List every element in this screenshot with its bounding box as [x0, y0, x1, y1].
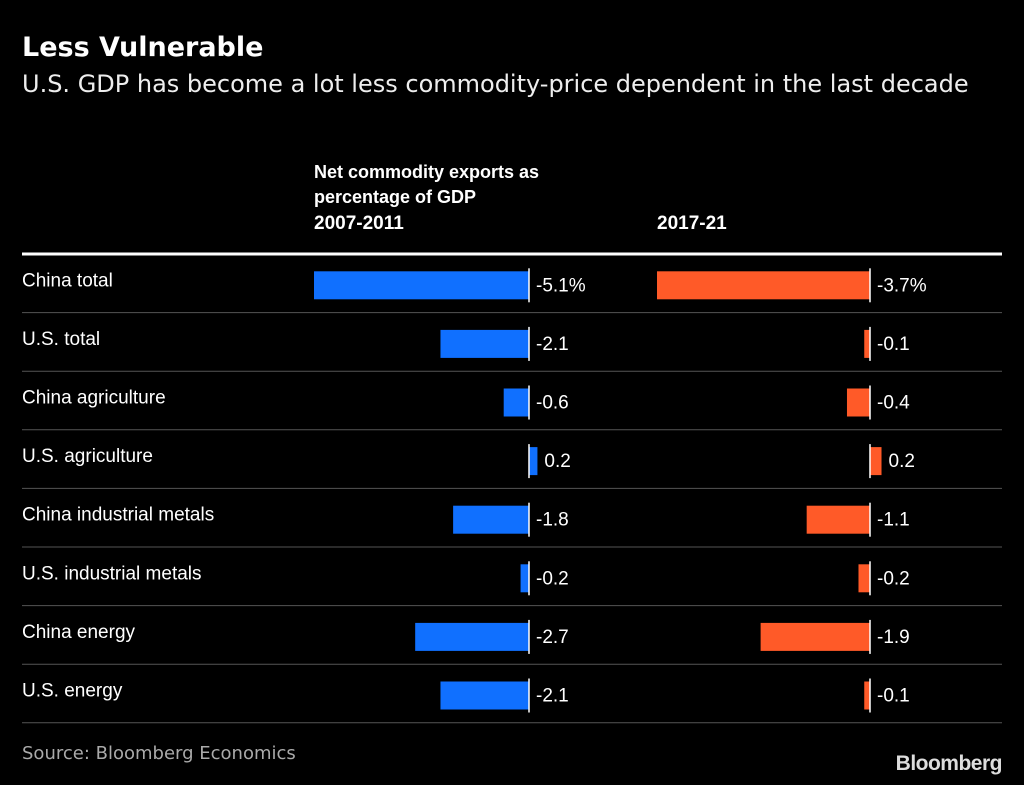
bar: [529, 447, 538, 476]
category-label: China total: [22, 270, 113, 291]
category-label: U.S. total: [22, 329, 100, 350]
bar: [657, 271, 870, 300]
bar: [520, 564, 529, 593]
value-label: -1.9: [877, 627, 910, 648]
bar: [864, 329, 870, 358]
bar: [440, 681, 529, 710]
value-label: -2.1: [536, 686, 569, 707]
value-label: 0.2: [544, 451, 570, 472]
value-label: -1.1: [877, 510, 910, 531]
bar: [846, 388, 870, 417]
value-label: -0.1: [877, 334, 910, 355]
category-label: China energy: [22, 622, 136, 643]
value-label: -0.2: [877, 568, 910, 589]
logo: Bloomberg: [895, 752, 1003, 775]
value-axis-label: Net commodity exports as percentage of G…: [314, 162, 540, 207]
bar: [760, 622, 870, 651]
category-label: U.S. agriculture: [22, 446, 153, 467]
value-label: -0.4: [877, 393, 910, 414]
bar: [858, 564, 870, 593]
series-name: 2007-2011: [314, 213, 404, 234]
value-label: -0.6: [536, 393, 569, 414]
category-label: China agriculture: [22, 388, 166, 409]
category-label: U.S. energy: [22, 681, 123, 702]
value-label: -0.2: [536, 568, 569, 589]
value-label: 0.2: [889, 451, 915, 472]
value-label: -5.1%: [536, 275, 586, 296]
value-label: -2.1: [536, 334, 569, 355]
chart-title: Less Vulnerable: [22, 32, 264, 63]
bar: [503, 388, 529, 417]
bar: [806, 505, 870, 534]
value-label: -0.1: [877, 686, 910, 707]
bar: [415, 622, 529, 651]
category-label: U.S. industrial metals: [22, 563, 202, 584]
bar: [453, 505, 529, 534]
bar: [440, 329, 529, 358]
bar: [314, 271, 529, 300]
chart-subtitle: U.S. GDP has become a lot less commodity…: [22, 70, 969, 98]
series-name: 2017-21: [657, 213, 727, 234]
source: Source: Bloomberg Economics: [22, 743, 296, 764]
category-label: China industrial metals: [22, 505, 214, 526]
bar: [864, 681, 870, 710]
value-label: -2.7: [536, 627, 569, 648]
value-label: -3.7%: [877, 275, 927, 296]
bar: [870, 447, 882, 476]
value-label: -1.8: [536, 510, 569, 531]
